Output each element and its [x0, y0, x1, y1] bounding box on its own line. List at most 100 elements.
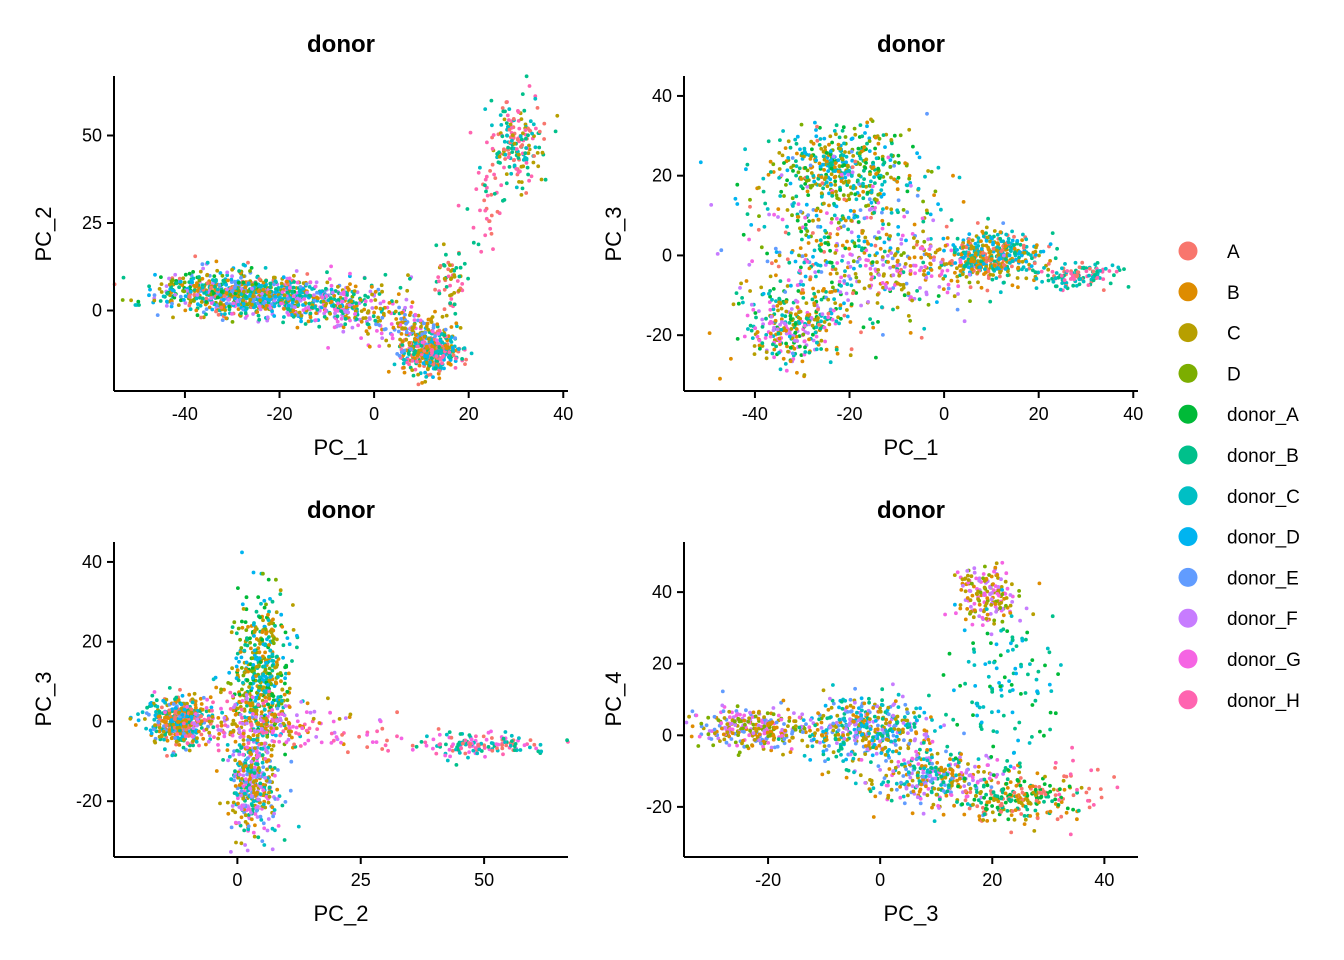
scatter-point: [160, 705, 164, 710]
scatter-point: [862, 286, 867, 291]
scatter-point: [157, 714, 162, 719]
scatter-point: [257, 277, 262, 281]
scatter-point: [214, 309, 218, 314]
scatter-point: [1075, 273, 1080, 278]
scatter-point: [333, 311, 337, 316]
scatter-point: [801, 283, 806, 287]
scatter-point: [822, 325, 827, 330]
scatter-point: [882, 240, 887, 245]
scatter-point: [1010, 283, 1015, 288]
scatter-point: [820, 312, 825, 317]
scatter-point: [519, 144, 523, 149]
scatter-point: [791, 169, 795, 173]
scatter-point: [848, 208, 853, 213]
scatter-point: [818, 238, 823, 243]
scatter-point: [391, 325, 396, 330]
scatter-point: [406, 273, 410, 277]
scatter-point: [173, 706, 178, 710]
scatter-point: [981, 262, 986, 266]
scatter-point: [428, 372, 433, 377]
scatter-point: [819, 248, 823, 253]
scatter-point: [849, 302, 854, 306]
scatter-point: [200, 262, 205, 267]
scatter-point: [765, 251, 769, 256]
scatter-point: [291, 285, 296, 290]
scatter-point: [326, 346, 330, 350]
scatter-point: [748, 197, 752, 202]
scatter-point: [782, 321, 787, 326]
scatter-point: [218, 301, 223, 306]
scatter-point: [779, 327, 784, 332]
scatter-point: [423, 379, 428, 384]
scatter-point: [193, 254, 198, 259]
scatter-point: [373, 298, 378, 302]
scatter-point: [398, 285, 403, 290]
scatter-point: [981, 251, 985, 255]
scatter-point: [161, 698, 166, 703]
scatter-point: [264, 278, 268, 283]
scatter-point: [748, 289, 752, 293]
scatter-point: [370, 285, 374, 289]
scatter-point: [924, 275, 929, 280]
scatter-point: [201, 736, 206, 741]
scatter-point: [230, 274, 235, 278]
scatter-point: [329, 283, 334, 288]
scatter-point: [946, 282, 951, 287]
scatter-point: [269, 630, 274, 635]
y-tick-label: 0: [662, 245, 672, 265]
scatter-point: [224, 301, 229, 306]
scatter-point: [816, 307, 820, 312]
scatter-point: [225, 748, 230, 752]
scatter-point: [816, 224, 820, 229]
scatter-point: [881, 222, 885, 227]
scatter-point: [984, 256, 989, 260]
scatter-point: [928, 262, 933, 267]
scatter-point: [1062, 278, 1067, 283]
scatter-point: [242, 648, 247, 653]
scatter-point: [814, 261, 818, 266]
scatter-point: [889, 211, 894, 215]
scatter-point: [282, 315, 286, 319]
scatter-point: [259, 693, 263, 697]
scatter-point: [180, 693, 185, 698]
scatter-point: [807, 320, 811, 324]
scatter-point: [796, 202, 801, 207]
scatter-point: [542, 121, 547, 126]
scatter-point: [427, 337, 431, 341]
scatter-point: [800, 359, 805, 364]
scatter-point: [365, 322, 370, 326]
scatter-point: [785, 257, 790, 262]
scatter-point: [285, 636, 290, 640]
scatter-point: [772, 347, 777, 352]
scatter-point: [308, 280, 313, 285]
scatter-point: [187, 748, 192, 753]
scatter-point: [377, 292, 382, 296]
scatter-point: [369, 298, 373, 303]
scatter-point: [178, 294, 183, 299]
scatter-point: [374, 305, 378, 310]
scatter-point: [908, 264, 913, 268]
scatter-point: [286, 303, 291, 308]
scatter-point: [243, 311, 248, 316]
scatter-point: [884, 206, 889, 210]
scatter-point: [188, 307, 193, 312]
scatter-point: [869, 215, 873, 220]
scatter-point: [471, 225, 476, 230]
scatter-point: [1108, 281, 1113, 286]
scatter-point: [774, 250, 779, 255]
scatter-point: [335, 314, 340, 319]
scatter-point: [864, 248, 869, 253]
scatter-point: [861, 189, 866, 194]
scatter-point: [188, 289, 193, 294]
scatter-point: [826, 315, 831, 320]
scatter-point: [368, 289, 373, 294]
scatter-point: [828, 149, 833, 154]
scatter-point: [235, 668, 240, 673]
scatter-point: [783, 146, 788, 151]
scatter-point: [230, 625, 235, 629]
scatter-point: [272, 314, 277, 318]
scatter-point: [249, 266, 254, 270]
scatter-point: [181, 745, 186, 750]
scatter-point: [247, 685, 252, 689]
scatter-point: [402, 370, 407, 375]
